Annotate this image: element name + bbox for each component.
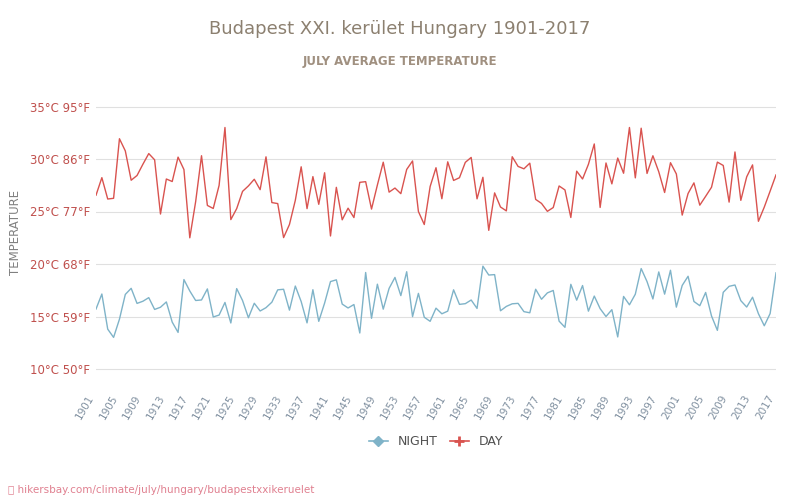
- Text: ⌖ hikersbay.com/climate/july/hungary/budapestxxikeruelet: ⌖ hikersbay.com/climate/july/hungary/bud…: [8, 485, 314, 495]
- Y-axis label: TEMPERATURE: TEMPERATURE: [9, 190, 22, 275]
- Legend: NIGHT, DAY: NIGHT, DAY: [364, 430, 508, 453]
- Text: JULY AVERAGE TEMPERATURE: JULY AVERAGE TEMPERATURE: [302, 55, 498, 68]
- Text: Budapest XXI. kerület Hungary 1901-2017: Budapest XXI. kerület Hungary 1901-2017: [210, 20, 590, 38]
